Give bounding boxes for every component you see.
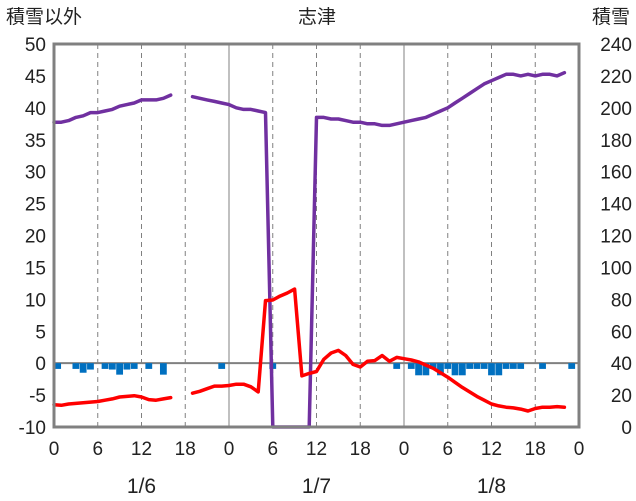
left-tick-label: 30 — [25, 163, 46, 184]
tick-labels: 50454035302520151050-5-10240220200180160… — [19, 35, 632, 498]
right-tick-label: 100 — [600, 258, 632, 279]
left-tick-label: 20 — [25, 227, 46, 248]
precipitation-bar — [495, 363, 503, 376]
precipitation-bar — [116, 363, 124, 375]
precipitation-bar — [54, 363, 62, 369]
x-tick-label: 6 — [442, 439, 453, 460]
precipitation-bar — [130, 363, 138, 369]
left-tick-label: 15 — [25, 258, 46, 279]
precipitation-bar — [473, 363, 481, 369]
date-label: 1/8 — [477, 475, 506, 498]
right-tick-label: 80 — [611, 290, 632, 311]
left-tick-label: 5 — [35, 322, 46, 343]
precipitation-bar — [422, 363, 430, 376]
x-tick-label: 12 — [306, 439, 327, 460]
precipitation-bar — [72, 363, 80, 369]
precipitation-bar — [393, 363, 401, 369]
left-tick-label: 25 — [25, 195, 46, 216]
precipitation-bar — [509, 363, 517, 369]
right-tick-label: 40 — [611, 354, 632, 375]
x-tick-label: 12 — [131, 439, 152, 460]
precipitation-bar — [87, 363, 94, 370]
left-tick-label: -10 — [19, 418, 46, 439]
x-tick-label: 0 — [224, 439, 235, 460]
precipitation-bar — [101, 363, 109, 369]
right-tick-label: 200 — [600, 99, 632, 120]
left-tick-label: 0 — [35, 354, 46, 375]
precipitation-bar — [539, 363, 546, 369]
chart-title: 志津 — [298, 6, 336, 28]
left-tick-label: 10 — [25, 290, 46, 311]
series-lines — [52, 70, 567, 429]
x-tick-label: 12 — [481, 439, 502, 460]
precipitation-bar — [145, 363, 153, 369]
precipitation-bar — [451, 363, 459, 376]
precipitation-bar — [429, 363, 437, 369]
x-tick-label: 18 — [175, 439, 196, 460]
x-tick-label: 0 — [399, 439, 410, 460]
right-tick-label: 180 — [600, 131, 632, 152]
left-axis-label: 積雪以外 — [6, 6, 82, 28]
precipitation-bar — [407, 363, 415, 369]
plot-frame — [52, 42, 581, 429]
date-label: 1/7 — [302, 475, 331, 498]
precipitation-bars — [54, 363, 576, 376]
x-tick-label: 0 — [49, 439, 60, 460]
right-tick-label: 0 — [621, 418, 632, 439]
precipitation-bar — [218, 363, 226, 369]
right-tick-label: 120 — [600, 227, 632, 248]
right-tick-label: 60 — [611, 322, 632, 343]
precipitation-bar — [517, 363, 525, 369]
precipitation-bar — [437, 363, 444, 376]
left-tick-label: 50 — [25, 35, 46, 56]
temperature-line — [52, 287, 567, 413]
left-tick-label: 35 — [25, 131, 46, 152]
x-tick-label: 18 — [525, 439, 546, 460]
precipitation-bar — [502, 363, 510, 369]
x-tick-label: 6 — [267, 439, 278, 460]
precipitation-bar — [466, 363, 474, 369]
snow_depth-line — [52, 70, 567, 429]
date-label: 1/6 — [127, 475, 156, 498]
precipitation-bar — [480, 363, 488, 369]
left-tick-label: 40 — [25, 99, 46, 120]
precipitation-bar — [79, 363, 87, 373]
right-tick-label: 140 — [600, 195, 632, 216]
precipitation-bar — [458, 363, 466, 376]
left-tick-label: 45 — [25, 67, 46, 88]
right-tick-label: 220 — [600, 67, 632, 88]
precipitation-bar — [108, 363, 116, 370]
right-tick-label: 20 — [611, 386, 632, 407]
x-tick-label: 6 — [92, 439, 103, 460]
precipitation-bar — [444, 363, 452, 369]
precipitation-bar — [488, 363, 495, 376]
left-tick-label: -5 — [29, 386, 46, 407]
right-tick-label: 160 — [600, 163, 632, 184]
x-tick-label: 0 — [574, 439, 585, 460]
precipitation-bar — [568, 363, 576, 369]
precipitation-bar — [123, 363, 131, 370]
precipitation-bar — [415, 363, 422, 376]
precipitation-bar — [159, 363, 167, 375]
x-tick-label: 18 — [350, 439, 371, 460]
right-tick-label: 240 — [600, 35, 632, 56]
right-axis-label: 積雪 — [592, 6, 630, 28]
